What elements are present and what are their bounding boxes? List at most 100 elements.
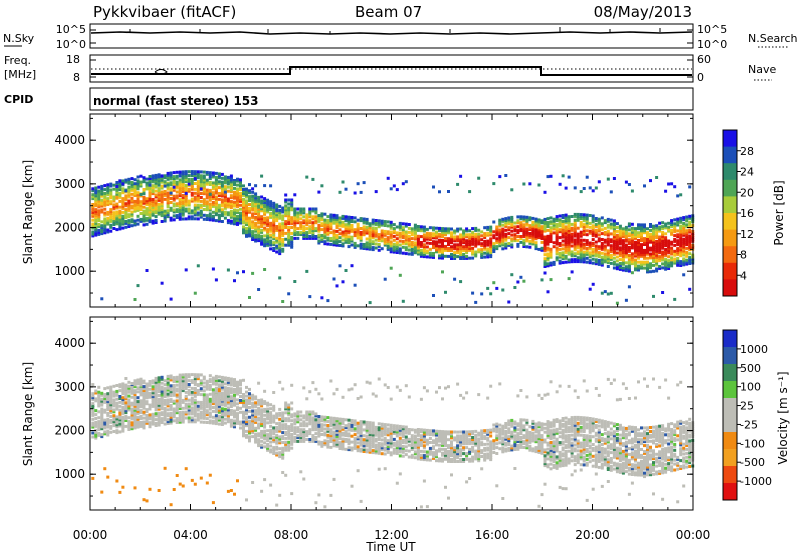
range-gate-cell <box>193 377 197 381</box>
range-gate-cell <box>242 402 245 406</box>
range-gate-cell <box>634 236 637 240</box>
range-gate-cell <box>456 227 460 231</box>
range-gate-cell <box>627 265 631 269</box>
range-gate-cell <box>585 247 589 250</box>
range-gate-cell <box>106 230 110 234</box>
range-gate-cell <box>661 240 665 244</box>
range-gate-cell <box>456 251 460 255</box>
range-gate-cell <box>175 403 179 407</box>
range-gate-cell <box>332 442 336 446</box>
range-gate-cell <box>124 393 128 397</box>
range-gate-cell <box>643 223 646 227</box>
range-gate-cell <box>278 242 282 246</box>
range-gate-cell <box>290 235 294 239</box>
range-gate-cell <box>519 215 523 219</box>
range-gate-cell <box>425 237 429 241</box>
range-gate-cell <box>220 180 224 184</box>
range-gate-cell <box>576 242 580 246</box>
range-gate-cell <box>634 262 637 266</box>
range-gate-cell <box>193 203 197 207</box>
range-gate-cell <box>91 423 95 427</box>
range-gate-cell <box>281 208 285 212</box>
range-gate-cell <box>130 214 134 218</box>
range-gate-cell <box>103 408 107 412</box>
range-gate-cell <box>136 396 140 400</box>
range-gate-cell <box>94 200 98 204</box>
range-gate-cell <box>136 187 140 191</box>
range-gate-cell <box>181 387 185 391</box>
range-gate-cell <box>624 265 628 269</box>
range-gate-cell <box>223 386 227 390</box>
range-gate-cell <box>166 398 170 402</box>
range-gate-cell <box>567 219 571 223</box>
range-gate-cell <box>260 408 264 412</box>
range-gate-cell <box>525 233 529 237</box>
range-gate-cell <box>540 231 544 235</box>
range-gate-cell <box>293 236 297 240</box>
range-gate-cell <box>670 230 674 234</box>
range-gate-cell <box>537 222 541 226</box>
range-gate-cell <box>154 380 158 384</box>
range-gate-cell <box>145 415 149 419</box>
range-gate-cell <box>103 227 107 231</box>
range-gate-cell <box>305 410 309 414</box>
range-gate-cell <box>435 244 438 248</box>
range-gate-cell <box>290 239 294 243</box>
range-gate-cell <box>561 239 565 243</box>
range-gate-cell <box>278 441 282 445</box>
range-gate-cell <box>353 228 357 232</box>
range-gate-cell <box>646 268 649 272</box>
range-gate-cell <box>187 420 191 424</box>
range-gate-cell <box>139 377 143 381</box>
range-gate-cell <box>296 236 300 240</box>
range-gate-cell <box>655 269 659 273</box>
range-gate-cell <box>145 269 149 272</box>
range-gate-cell <box>311 381 315 385</box>
range-gate-cell <box>205 188 209 192</box>
range-gate-cell <box>184 467 188 471</box>
range-gate-cell <box>109 415 113 418</box>
range-gate-cell <box>112 217 116 221</box>
range-gate-cell <box>624 255 628 259</box>
colorbar-segment <box>723 146 737 164</box>
range-gate-cell <box>624 239 628 243</box>
range-gate-cell <box>220 395 224 399</box>
range-gate-cell <box>519 227 523 231</box>
range-gate-cell <box>561 216 565 219</box>
range-gate-cell <box>148 216 152 220</box>
range-gate-cell <box>489 243 493 247</box>
range-gate-cell <box>217 400 221 404</box>
range-gate-cell <box>239 180 242 184</box>
range-gate-cell <box>489 239 493 243</box>
range-gate-cell <box>160 176 164 180</box>
range-gate-cell <box>320 296 324 300</box>
range-gate-cell <box>320 425 324 429</box>
range-gate-cell <box>323 226 327 230</box>
range-gate-cell <box>148 186 152 190</box>
range-gate-cell <box>260 429 264 433</box>
range-gate-cell <box>112 424 116 428</box>
range-gate-cell <box>226 412 230 416</box>
range-gate-cell <box>163 412 167 416</box>
range-gate-cell <box>615 222 619 226</box>
range-gate-cell <box>615 229 619 233</box>
range-gate-cell <box>208 177 212 181</box>
range-gate-cell <box>311 418 315 422</box>
range-gate-cell <box>679 242 683 246</box>
range-gate-cell <box>637 250 640 254</box>
range-gate-cell <box>637 264 640 268</box>
range-gate-cell <box>133 400 137 404</box>
range-gate-cell <box>257 410 261 414</box>
range-gate-cell <box>269 444 273 448</box>
range-gate-cell <box>257 225 261 229</box>
range-gate-cell <box>266 210 270 214</box>
range-gate-cell <box>193 291 197 295</box>
range-gate-cell <box>94 413 98 417</box>
range-gate-cell <box>160 204 164 208</box>
range-gate-cell <box>573 232 577 236</box>
range-gate-cell <box>133 383 137 387</box>
range-gate-cell <box>329 424 333 428</box>
range-gate-cell <box>154 173 158 177</box>
range-gate-cell <box>233 200 236 204</box>
range-gate-cell <box>196 416 200 420</box>
